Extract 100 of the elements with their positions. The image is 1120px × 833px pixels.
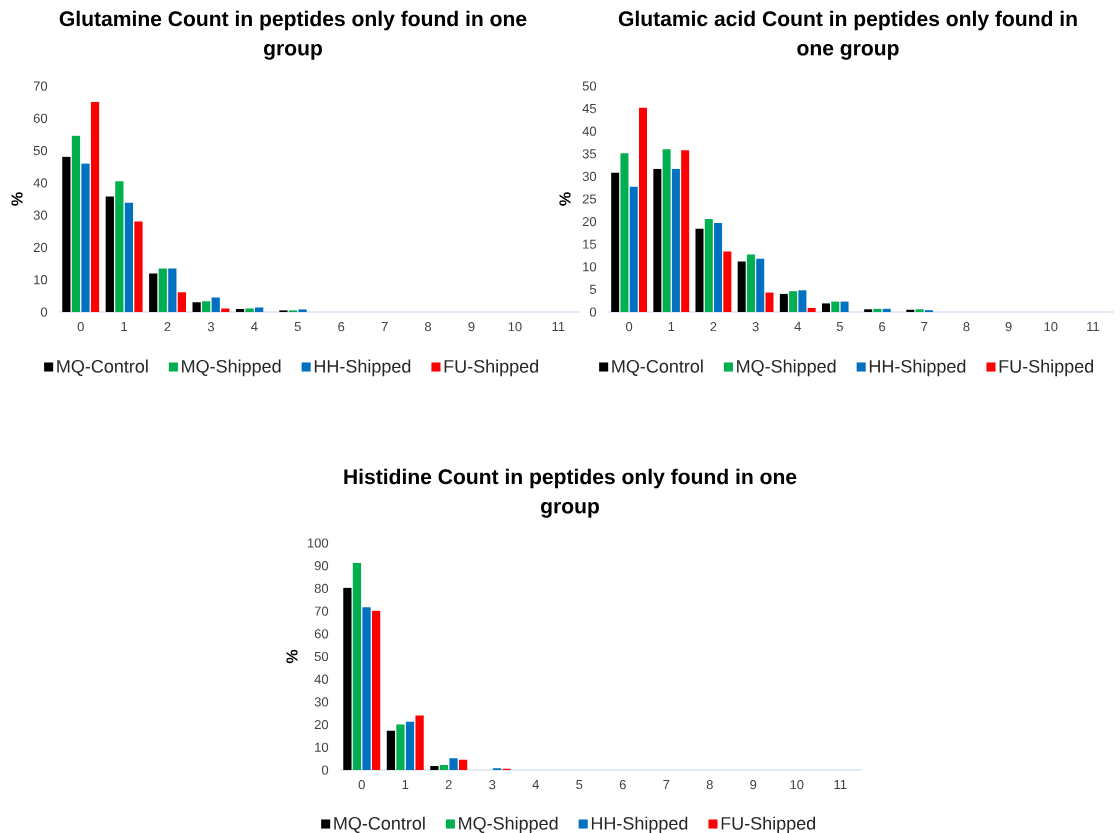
chart-title: Histidine Count in peptides only found in one group	[344, 468, 797, 518]
legend-label: FU-Shipped	[999, 359, 1094, 377]
y-tick-label: 15	[583, 239, 597, 249]
legend-label: MQ-Control	[57, 359, 148, 376]
x-tick-label: 1	[668, 322, 675, 331]
bar	[352, 562, 362, 770]
bar	[430, 765, 439, 770]
bar	[124, 202, 134, 312]
y-axis-title: %	[286, 649, 298, 664]
x-tick-label: 9	[468, 322, 475, 332]
x-tick-label: 7	[663, 780, 670, 789]
chart-title: Glutamic acid Count in peptides only found in one group	[618, 10, 1077, 60]
y-tick-label: 50	[314, 651, 329, 662]
bar	[192, 302, 201, 312]
y-tick-label: 40	[314, 674, 329, 684]
bar	[81, 163, 90, 312]
y-tick-label: 30	[33, 210, 48, 220]
bar	[386, 730, 396, 770]
legend-label: MQ-Control	[334, 816, 425, 833]
bar	[662, 149, 671, 312]
y-tick-label: 70	[314, 606, 329, 616]
bar	[255, 307, 264, 312]
x-tick-label: 1	[402, 780, 409, 789]
bar	[235, 309, 245, 312]
y-tick-label: 20	[33, 242, 48, 253]
y-tick-label: 50	[582, 81, 597, 91]
y-tick-label: 100	[307, 538, 329, 548]
x-tick-label: 0	[625, 322, 633, 332]
bar	[439, 765, 449, 770]
x-tick-label: 0	[77, 322, 84, 332]
x-tick-label: 11	[552, 322, 565, 331]
x-tick-label: 3	[489, 780, 496, 790]
y-tick-label: 25	[582, 194, 597, 204]
bar	[105, 196, 114, 312]
x-tick-label: 2	[164, 322, 171, 332]
bar	[177, 292, 186, 312]
bar	[882, 308, 891, 312]
bar	[831, 301, 840, 312]
bar	[671, 168, 680, 312]
x-tick-label: 11	[834, 780, 847, 789]
y-tick-label: 40	[582, 126, 597, 136]
y-tick-label: 0	[40, 307, 48, 317]
y-tick-label: 10	[34, 275, 48, 285]
bar	[449, 758, 458, 770]
bar	[396, 724, 405, 770]
y-tick-label: 20	[582, 217, 597, 227]
y-tick-label: 50	[33, 145, 48, 156]
bar	[840, 301, 849, 312]
x-tick-label: 9	[750, 780, 757, 790]
bar	[62, 156, 71, 312]
y-axis-title: %	[11, 192, 23, 206]
y-tick-label: 5	[589, 284, 597, 294]
x-tick-label: 3	[752, 322, 759, 332]
legend-label: FU-Shipped	[444, 359, 539, 377]
x-tick-label: 6	[338, 322, 345, 332]
x-tick-label: 2	[445, 780, 452, 790]
bar	[737, 261, 746, 312]
y-tick-label: 70	[33, 81, 48, 91]
legend-label: HH-Shipped	[869, 359, 966, 377]
bar	[115, 181, 124, 312]
x-tick-label: 5	[836, 322, 843, 332]
bar	[134, 221, 143, 312]
bar	[371, 610, 381, 770]
y-tick-label: 0	[321, 765, 329, 775]
bar	[221, 308, 230, 312]
x-tick-label: 4	[251, 322, 258, 331]
legend-label: HH-Shipped	[314, 359, 411, 377]
x-tick-label: 9	[1005, 322, 1012, 332]
bar	[765, 292, 774, 312]
x-tick-label: 3	[207, 322, 215, 332]
x-tick-label: 10	[790, 780, 804, 790]
bar	[653, 168, 662, 312]
bar	[611, 172, 620, 312]
x-tick-label: 10	[1044, 322, 1058, 332]
bar	[714, 222, 723, 312]
y-tick-label: 10	[315, 742, 329, 752]
x-tick-label: 4	[794, 322, 801, 331]
bar	[629, 186, 638, 312]
x-tick-label: 8	[706, 780, 713, 790]
bar	[158, 268, 167, 312]
x-tick-label: 0	[358, 780, 365, 790]
bar	[779, 293, 788, 312]
legend-label: HH-Shipped	[591, 816, 688, 833]
bar	[149, 273, 158, 312]
x-tick-label: 1	[121, 322, 128, 331]
bar	[789, 291, 798, 312]
y-tick-label: 35	[582, 149, 597, 159]
bar	[915, 309, 924, 312]
x-tick-label: 6	[879, 322, 886, 332]
bar	[458, 759, 468, 770]
bar	[90, 101, 100, 312]
bar	[807, 307, 816, 312]
bar	[704, 218, 713, 312]
y-axis-title: %	[559, 192, 571, 206]
bar	[798, 290, 807, 312]
y-tick-label: 90	[314, 561, 329, 571]
y-tick-label: 60	[314, 629, 329, 639]
x-tick-label: 8	[963, 322, 970, 332]
bar	[71, 135, 81, 312]
y-tick-label: 40	[33, 178, 48, 188]
